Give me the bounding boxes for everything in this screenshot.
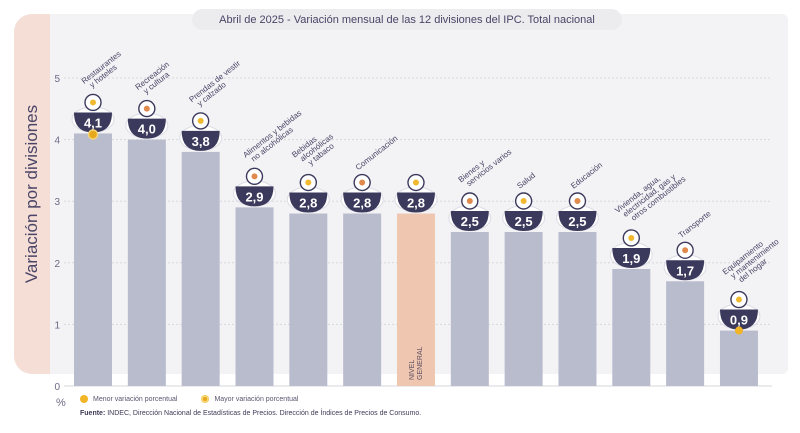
- value-label: 2,5: [461, 214, 479, 229]
- category-label-line: Salud: [515, 171, 537, 191]
- chart-title: Abril de 2025 - Variación mensual de las…: [192, 9, 622, 30]
- legend-item-max: Mayor variación porcentual: [201, 395, 298, 403]
- category-label: Restaurantesy hoteles: [80, 49, 128, 92]
- y-tick-label: 3: [54, 197, 60, 208]
- min-marker-icon: [80, 395, 88, 403]
- bar: [612, 268, 651, 386]
- value-label: 2,8: [407, 196, 425, 211]
- value-badge: [666, 260, 705, 281]
- y-tick-label: 5: [54, 74, 60, 85]
- bar: [504, 232, 543, 386]
- clothing-icon: [197, 117, 204, 124]
- value-badge: [74, 112, 112, 133]
- value-label: 3,8: [192, 134, 210, 149]
- bar: [127, 139, 166, 386]
- unit-label: %: [56, 397, 66, 409]
- bar-inline-label-line: NIVEL: [409, 360, 416, 380]
- category-label: Recreacióny cultura: [134, 60, 176, 98]
- category-label: Bebidasalcohólicasy tabaco: [290, 126, 340, 173]
- value-label: 4,1: [84, 115, 102, 130]
- bar: [396, 213, 435, 386]
- value-badge: [235, 186, 274, 207]
- category-label-line: Transporte: [677, 209, 713, 240]
- grooming-icon: [466, 198, 473, 204]
- appliance-icon: [735, 296, 742, 303]
- value-label: 0,9: [730, 313, 748, 328]
- max-marker-icon: [201, 395, 210, 403]
- source-text: INDEC, Dirección Nacional de Estadística…: [107, 410, 422, 417]
- value-label: 1,7: [676, 263, 694, 278]
- bar: [74, 133, 112, 386]
- value-badge: [558, 211, 597, 231]
- value-label: 4,0: [138, 122, 156, 137]
- y-tick-label: 4: [54, 136, 60, 147]
- min-marker: [734, 326, 743, 335]
- legend-item-min: Menor variación porcentual: [80, 395, 177, 403]
- source-note: Fuente: INDEC, Dirección Nacional de Est…: [80, 410, 421, 417]
- source-prefix: Fuente:: [80, 410, 106, 417]
- bar: [343, 213, 382, 386]
- basket-icon: [412, 179, 419, 186]
- bar: [558, 232, 597, 386]
- value-badge: [343, 192, 382, 213]
- value-badge: [504, 211, 543, 231]
- restaurant-icon: [90, 99, 96, 106]
- health-cross-icon: [520, 198, 527, 204]
- bar: [719, 330, 758, 386]
- value-label: 2,8: [299, 196, 317, 211]
- value-badge: [612, 247, 651, 268]
- value-label: 2,5: [568, 214, 586, 229]
- value-label: 2,9: [245, 189, 263, 204]
- value-badge: [127, 118, 166, 139]
- bar: [450, 232, 489, 386]
- lightbulb-icon: [628, 234, 635, 241]
- drinks-icon: [305, 179, 312, 186]
- y-axis-band: [14, 14, 50, 374]
- legend-label-max: Mayor variación porcentual: [214, 395, 299, 403]
- value-badge: [719, 309, 758, 330]
- value-badge: [181, 130, 220, 151]
- category-label: Salud: [515, 171, 537, 191]
- books-icon: [574, 198, 581, 204]
- bus-icon: [682, 247, 689, 254]
- bar: [289, 213, 328, 386]
- category-label: Transporte: [677, 209, 713, 240]
- bar: [181, 151, 220, 386]
- value-label: 1,9: [622, 251, 640, 266]
- phone-icon: [359, 179, 366, 186]
- bar-inline-label: NIVELGENERAL: [409, 346, 424, 380]
- y-tick-label: 0: [54, 382, 60, 393]
- category-label-line: Prendas de vestir: [187, 59, 242, 105]
- category-label: Prendas de vestiry calzado: [187, 59, 247, 111]
- y-tick-label: 1: [54, 320, 60, 331]
- value-badge: [450, 211, 489, 231]
- value-badge: [396, 192, 435, 213]
- category-label: Equipamientoy mantenimientodel hogar: [721, 230, 786, 289]
- category-label: Bienes yservicios varios: [457, 141, 514, 191]
- food-icon: [251, 173, 258, 180]
- bar: [666, 281, 705, 386]
- bar: [235, 207, 274, 386]
- value-label: 2,8: [353, 196, 371, 211]
- value-badge: [289, 192, 328, 213]
- max-marker: [87, 129, 99, 140]
- recreation-icon: [143, 105, 150, 112]
- category-label: Educación: [569, 160, 604, 190]
- legend-label-min: Menor variación porcentual: [93, 395, 178, 403]
- category-label-line: Educación: [569, 160, 604, 190]
- legend: Menor variación porcentual Mayor variaci…: [80, 395, 298, 403]
- value-label: 2,5: [515, 214, 533, 229]
- y-tick-label: 2: [54, 259, 60, 270]
- category-label: Vivienda, agua,electricidad, gas yotros …: [613, 162, 687, 228]
- bar-inline-label-line: GENERAL: [417, 346, 424, 380]
